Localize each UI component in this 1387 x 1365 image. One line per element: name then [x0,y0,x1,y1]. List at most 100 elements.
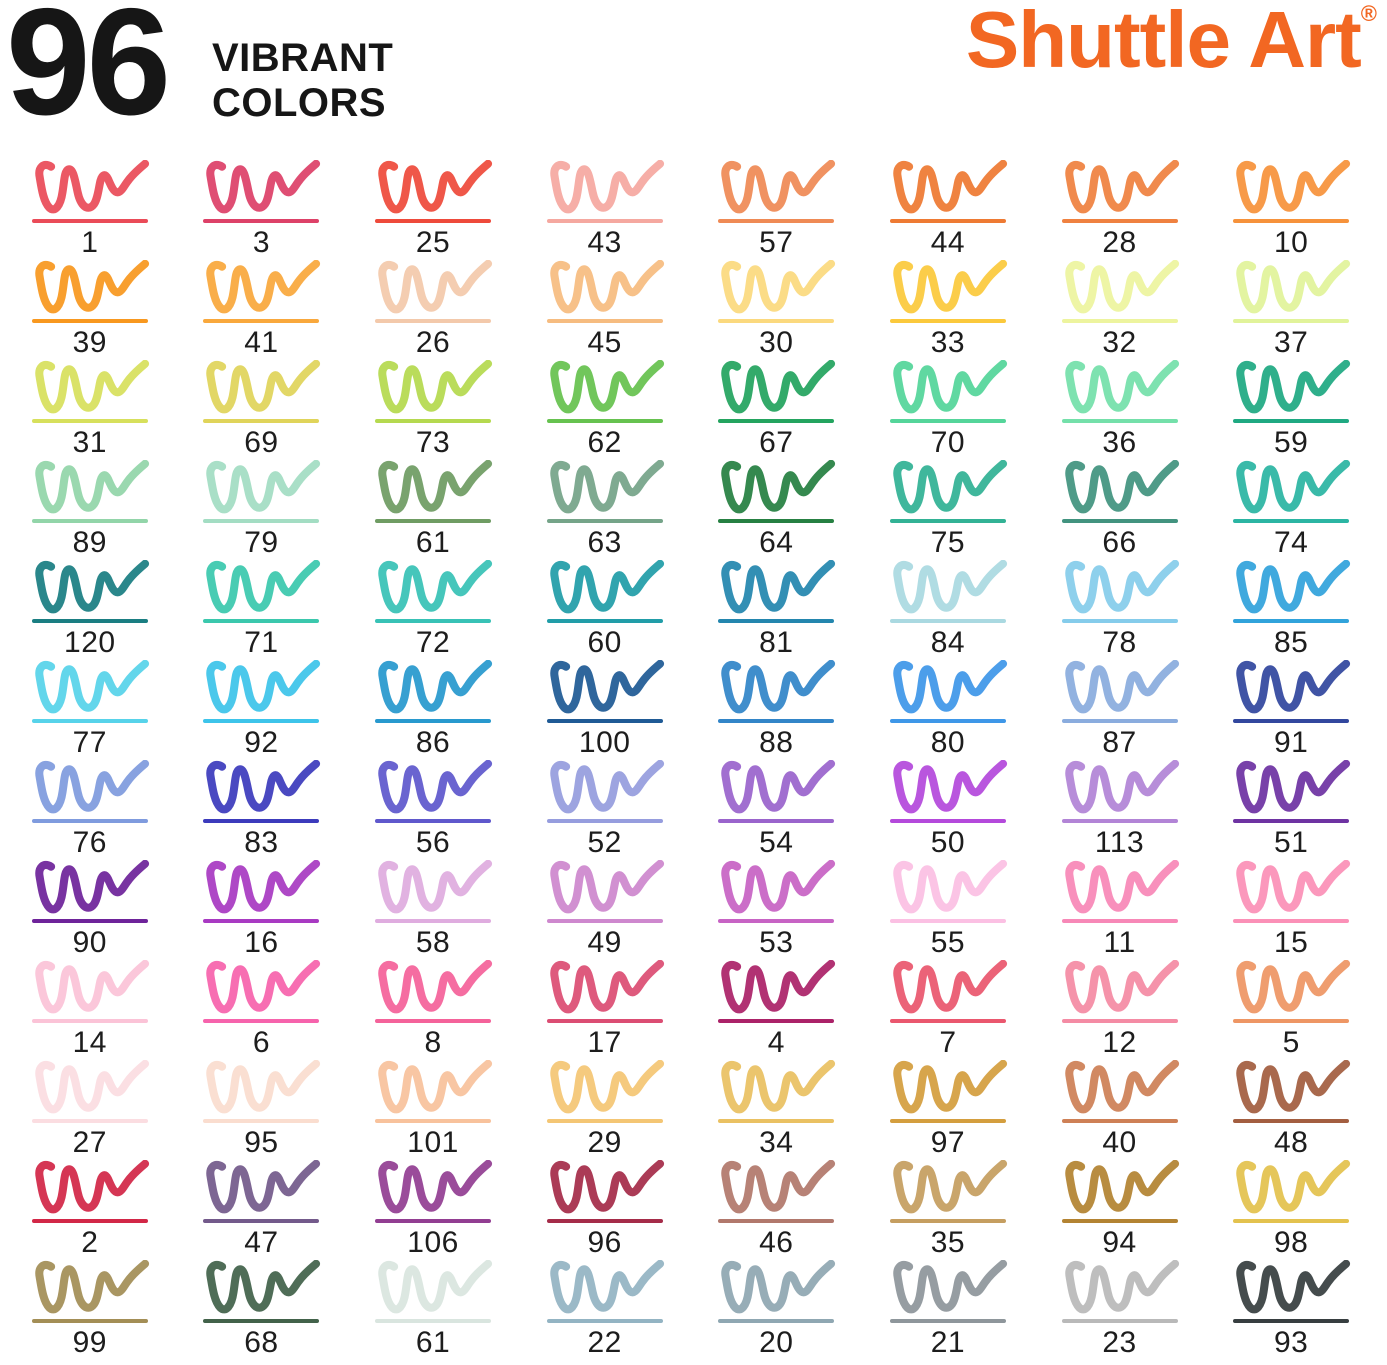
swatch-underline [1233,719,1350,723]
marker-stroke-icon [721,760,836,814]
marker-stroke-icon [721,1260,836,1314]
marker-stroke-icon [35,860,149,914]
swatch-underline [1061,819,1178,823]
swatch-number: 54 [759,826,794,859]
swatch-underline [1233,619,1350,623]
swatch-cell: 70 [862,358,1034,458]
swatch-cell: 56 [347,758,519,858]
swatch-underline [889,1219,1006,1223]
swatch-number: 37 [1274,326,1309,359]
swatch-cell: 89 [4,458,176,558]
swatch-underline [375,1219,492,1223]
swatch-underline [718,1119,835,1123]
subtitle: VIBRANT COLORS [212,36,393,126]
swatch-underline [546,819,663,823]
swatch-cell: 49 [519,858,691,958]
swatch-underline [203,1219,320,1223]
swatch-underline [718,219,835,223]
swatch-underline [889,619,1006,623]
marker-stroke-icon [721,960,836,1014]
swatch-number: 53 [759,926,794,959]
swatch-cell: 92 [176,658,348,758]
registered-trademark-symbol: ® [1360,1,1377,26]
swatch-underline [1061,919,1178,923]
swatch-underline [1061,719,1178,723]
swatch-number: 96 [587,1226,622,1259]
marker-stroke-icon [893,760,1008,814]
swatch-underline [1061,1019,1178,1023]
swatch-cell: 66 [1034,458,1206,558]
marker-stroke-icon [378,560,493,614]
swatch-cell: 48 [1205,1058,1377,1158]
swatch-cell: 12 [1034,958,1206,1058]
marker-stroke-icon [721,860,836,914]
marker-stroke-icon [35,160,149,214]
swatch-underline [1233,919,1350,923]
swatch-number: 60 [587,626,622,659]
swatch-number: 4 [767,1026,785,1059]
swatch-underline [1233,1019,1350,1023]
swatch-number: 113 [1094,826,1145,859]
swatch-number: 64 [759,526,794,559]
swatch-underline [203,1119,320,1123]
header: 96 VIBRANT COLORS Shuttle Art® [0,0,1387,158]
marker-stroke-icon [721,1060,836,1114]
swatch-number: 97 [930,1126,966,1159]
swatch-number: 92 [244,726,279,759]
swatch-number: 72 [415,626,451,659]
marker-stroke-icon [35,460,149,514]
swatch-cell: 2 [4,1158,176,1258]
swatch-underline [1061,519,1178,523]
swatch-number: 47 [244,1226,279,1259]
marker-stroke-icon [206,1060,321,1114]
marker-stroke-icon [378,460,493,514]
marker-stroke-icon [206,1160,321,1214]
swatch-number: 81 [759,626,794,659]
marker-stroke-icon [1064,1260,1179,1314]
swatch-cell: 22 [519,1258,691,1358]
swatch-cell: 101 [347,1058,519,1158]
marker-stroke-icon [35,360,149,414]
swatch-number: 94 [1102,1226,1137,1259]
swatch-number: 101 [407,1126,459,1159]
swatch-underline [889,1119,1006,1123]
swatch-underline [375,919,492,923]
swatch-cell: 84 [862,558,1034,658]
swatch-cell: 79 [176,458,348,558]
marker-stroke-icon [1064,560,1179,614]
swatch-underline [1061,1219,1178,1223]
swatch-underline [1061,1319,1178,1323]
swatch-number: 73 [415,426,451,459]
swatch-cell: 5 [1205,958,1377,1058]
marker-stroke-icon [1064,760,1179,814]
swatch-cell: 26 [347,258,519,358]
swatch-number: 50 [930,826,966,859]
swatch-underline [375,1319,492,1323]
marker-stroke-icon [206,560,321,614]
swatch-underline [31,419,148,423]
swatch-number: 61 [415,526,451,559]
swatch-cell: 33 [862,258,1034,358]
swatch-underline [546,719,663,723]
swatch-number: 25 [415,226,451,259]
swatch-underline [889,419,1006,423]
swatch-number: 21 [930,1326,966,1359]
swatch-underline [31,619,148,623]
marker-stroke-icon [549,660,664,714]
marker-stroke-icon [1236,1260,1351,1314]
swatch-number: 120 [64,626,116,659]
marker-stroke-icon [35,1260,149,1314]
swatch-underline [718,1019,835,1023]
swatch-underline [546,619,663,623]
swatch-number: 28 [1102,226,1137,259]
marker-stroke-icon [378,1160,493,1214]
color-count: 96 [6,0,171,147]
swatch-number: 49 [587,926,622,959]
swatch-underline [375,319,492,323]
swatch-underline [203,219,320,223]
swatch-cell: 96 [519,1158,691,1258]
marker-stroke-icon [35,760,149,814]
marker-stroke-icon [893,960,1008,1014]
swatch-underline [375,1019,492,1023]
swatch-number: 31 [72,426,107,459]
